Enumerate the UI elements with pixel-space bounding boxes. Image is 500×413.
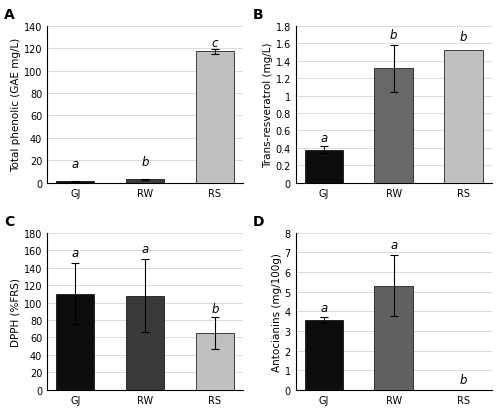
Y-axis label: Trans-resveratrol (mg/L): Trans-resveratrol (mg/L) (262, 43, 272, 168)
Bar (126, 180, 164, 183)
Bar (56, 182, 94, 183)
Text: b: b (211, 302, 218, 315)
Y-axis label: DPPH (%FRS): DPPH (%FRS) (11, 277, 21, 346)
Text: D: D (252, 214, 264, 228)
Bar (196, 333, 234, 390)
Bar (56, 294, 94, 390)
Text: a: a (72, 158, 79, 171)
Text: a: a (320, 301, 328, 314)
Bar (304, 150, 343, 183)
Text: c: c (212, 37, 218, 50)
Text: C: C (4, 214, 14, 228)
Bar (304, 320, 343, 390)
Text: b: b (460, 373, 468, 386)
Text: b: b (390, 28, 398, 41)
Text: a: a (142, 242, 148, 255)
Y-axis label: Total phenolic (GAE mg/L): Total phenolic (GAE mg/L) (11, 38, 21, 172)
Bar (444, 51, 483, 183)
Text: b: b (460, 31, 468, 44)
Text: a: a (320, 131, 328, 144)
Text: a: a (72, 246, 79, 259)
Bar (374, 286, 413, 390)
Bar (196, 52, 234, 183)
Text: b: b (142, 156, 149, 169)
Bar (374, 69, 413, 183)
Bar (126, 296, 164, 390)
Text: A: A (4, 8, 14, 22)
Text: B: B (252, 8, 263, 22)
Y-axis label: Antocianins (mg/100g): Antocianins (mg/100g) (272, 252, 282, 371)
Text: a: a (390, 239, 398, 252)
